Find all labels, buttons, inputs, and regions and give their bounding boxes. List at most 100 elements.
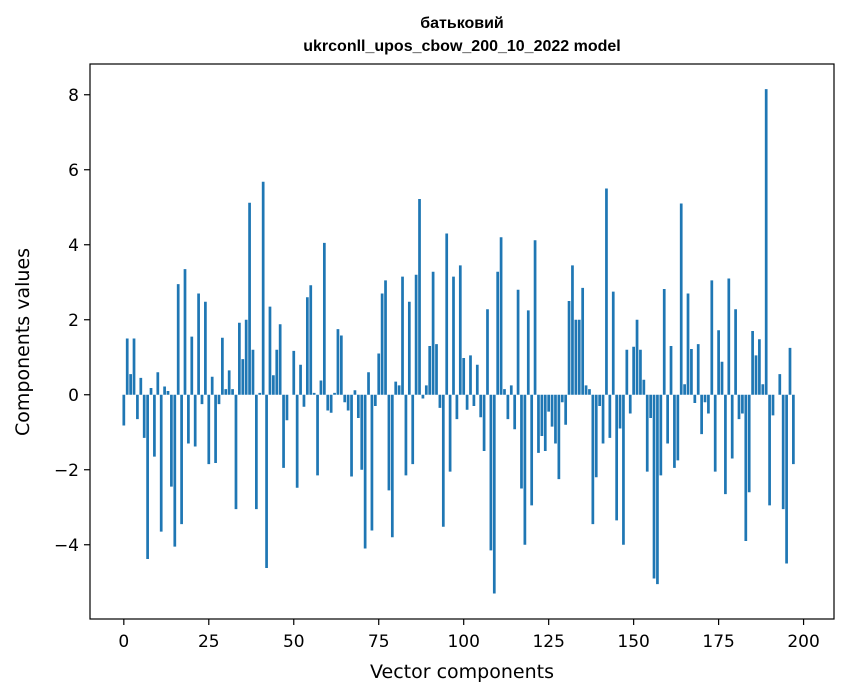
bar-48 [285, 394, 289, 421]
bar-6 [142, 394, 146, 438]
bar-156 [652, 394, 656, 579]
bar-175 [717, 330, 720, 395]
bar-76 [380, 293, 384, 395]
bar-183 [744, 394, 748, 541]
bar-95 [445, 233, 449, 395]
bar-176 [720, 361, 724, 395]
bar-80 [394, 381, 398, 395]
bar-158 [659, 394, 663, 476]
bar-43 [268, 306, 272, 395]
bar-113 [506, 394, 510, 420]
bar-197 [792, 394, 795, 465]
bar-172 [707, 394, 710, 414]
bar-174 [713, 394, 717, 472]
y-tick-label--2: −2 [54, 461, 79, 481]
bar-65 [343, 394, 347, 403]
bar-64 [339, 335, 343, 395]
bar-59 [322, 242, 326, 395]
bar-15 [173, 394, 177, 547]
bar-77 [384, 280, 387, 395]
bar-170 [700, 394, 703, 435]
bar-89 [424, 385, 428, 395]
bar-145 [615, 394, 619, 521]
bar-81 [397, 385, 401, 395]
bar-27 [214, 394, 217, 463]
bar-53 [302, 394, 306, 407]
bar-97 [452, 276, 455, 395]
bar-167 [690, 349, 693, 395]
bar-151 [635, 319, 639, 395]
bar-194 [781, 394, 785, 510]
bar-11 [159, 394, 163, 532]
x-tick-label-200: 200 [787, 632, 819, 652]
bar-157 [656, 394, 659, 585]
bar-196 [788, 347, 792, 395]
bar-93 [438, 394, 442, 408]
bar-39 [255, 394, 258, 510]
bar-4 [136, 394, 139, 420]
bar-181 [737, 394, 741, 420]
x-tick-label-175: 175 [702, 632, 734, 652]
bar-13 [166, 391, 170, 395]
bar-141 [601, 394, 605, 444]
x-tick-label-0: 0 [118, 632, 129, 652]
bar-119 [526, 310, 530, 395]
bar-56 [312, 392, 316, 395]
bar-190 [768, 394, 771, 506]
bar-138 [591, 394, 595, 525]
bar-103 [472, 394, 476, 406]
bar-139 [594, 394, 598, 478]
bar-74 [373, 394, 377, 406]
bar-182 [741, 394, 744, 414]
bar-101 [465, 394, 469, 410]
bar-126 [550, 394, 554, 427]
bar-177 [724, 394, 727, 495]
bar-9 [153, 394, 156, 457]
bar-87 [418, 199, 421, 395]
bar-42 [265, 394, 268, 568]
bar-185 [751, 331, 754, 395]
bar-105 [479, 394, 483, 418]
x-tick-label-150: 150 [617, 632, 649, 652]
bar-187 [758, 339, 761, 395]
bar-44 [272, 375, 275, 395]
bar-25 [207, 394, 211, 465]
bar-2 [129, 374, 132, 395]
bar-52 [299, 364, 302, 395]
bar-73 [370, 394, 374, 531]
x-axis-ticks: 0 25 50 75 100 125 150 175 200 [118, 619, 820, 652]
bar-78 [387, 394, 391, 491]
bar-55 [309, 285, 313, 395]
bar-155 [649, 394, 652, 418]
bar-32 [231, 389, 234, 395]
x-tick-label-50: 50 [283, 632, 305, 652]
bar-92 [435, 344, 438, 395]
bar-144 [611, 291, 615, 395]
bar-40 [258, 392, 262, 395]
bar-163 [676, 394, 680, 461]
bar-67 [350, 394, 353, 477]
bar-62 [333, 392, 336, 395]
bar-70 [360, 394, 364, 470]
bar-161 [669, 346, 673, 395]
bar-179 [730, 394, 734, 459]
y-tick-label-8: 8 [68, 86, 79, 106]
bar-107 [486, 309, 489, 395]
bar-137 [588, 389, 591, 395]
bar-82 [401, 276, 404, 395]
bar-1 [125, 338, 129, 395]
bar-146 [618, 394, 622, 429]
chart-title-line-2: ukrconll_upos_cbow_200_10_2022 model [303, 38, 620, 55]
y-tick-label-0: 0 [68, 386, 79, 406]
bar-22 [197, 293, 200, 395]
bar-66 [346, 394, 350, 411]
bar-68 [353, 390, 357, 395]
bar-104 [475, 364, 479, 395]
bar-102 [469, 355, 472, 395]
bar-108 [489, 394, 493, 551]
bar-160 [666, 394, 669, 444]
bar-30 [224, 389, 228, 395]
bar-116 [516, 289, 520, 395]
bar-120 [530, 394, 534, 506]
